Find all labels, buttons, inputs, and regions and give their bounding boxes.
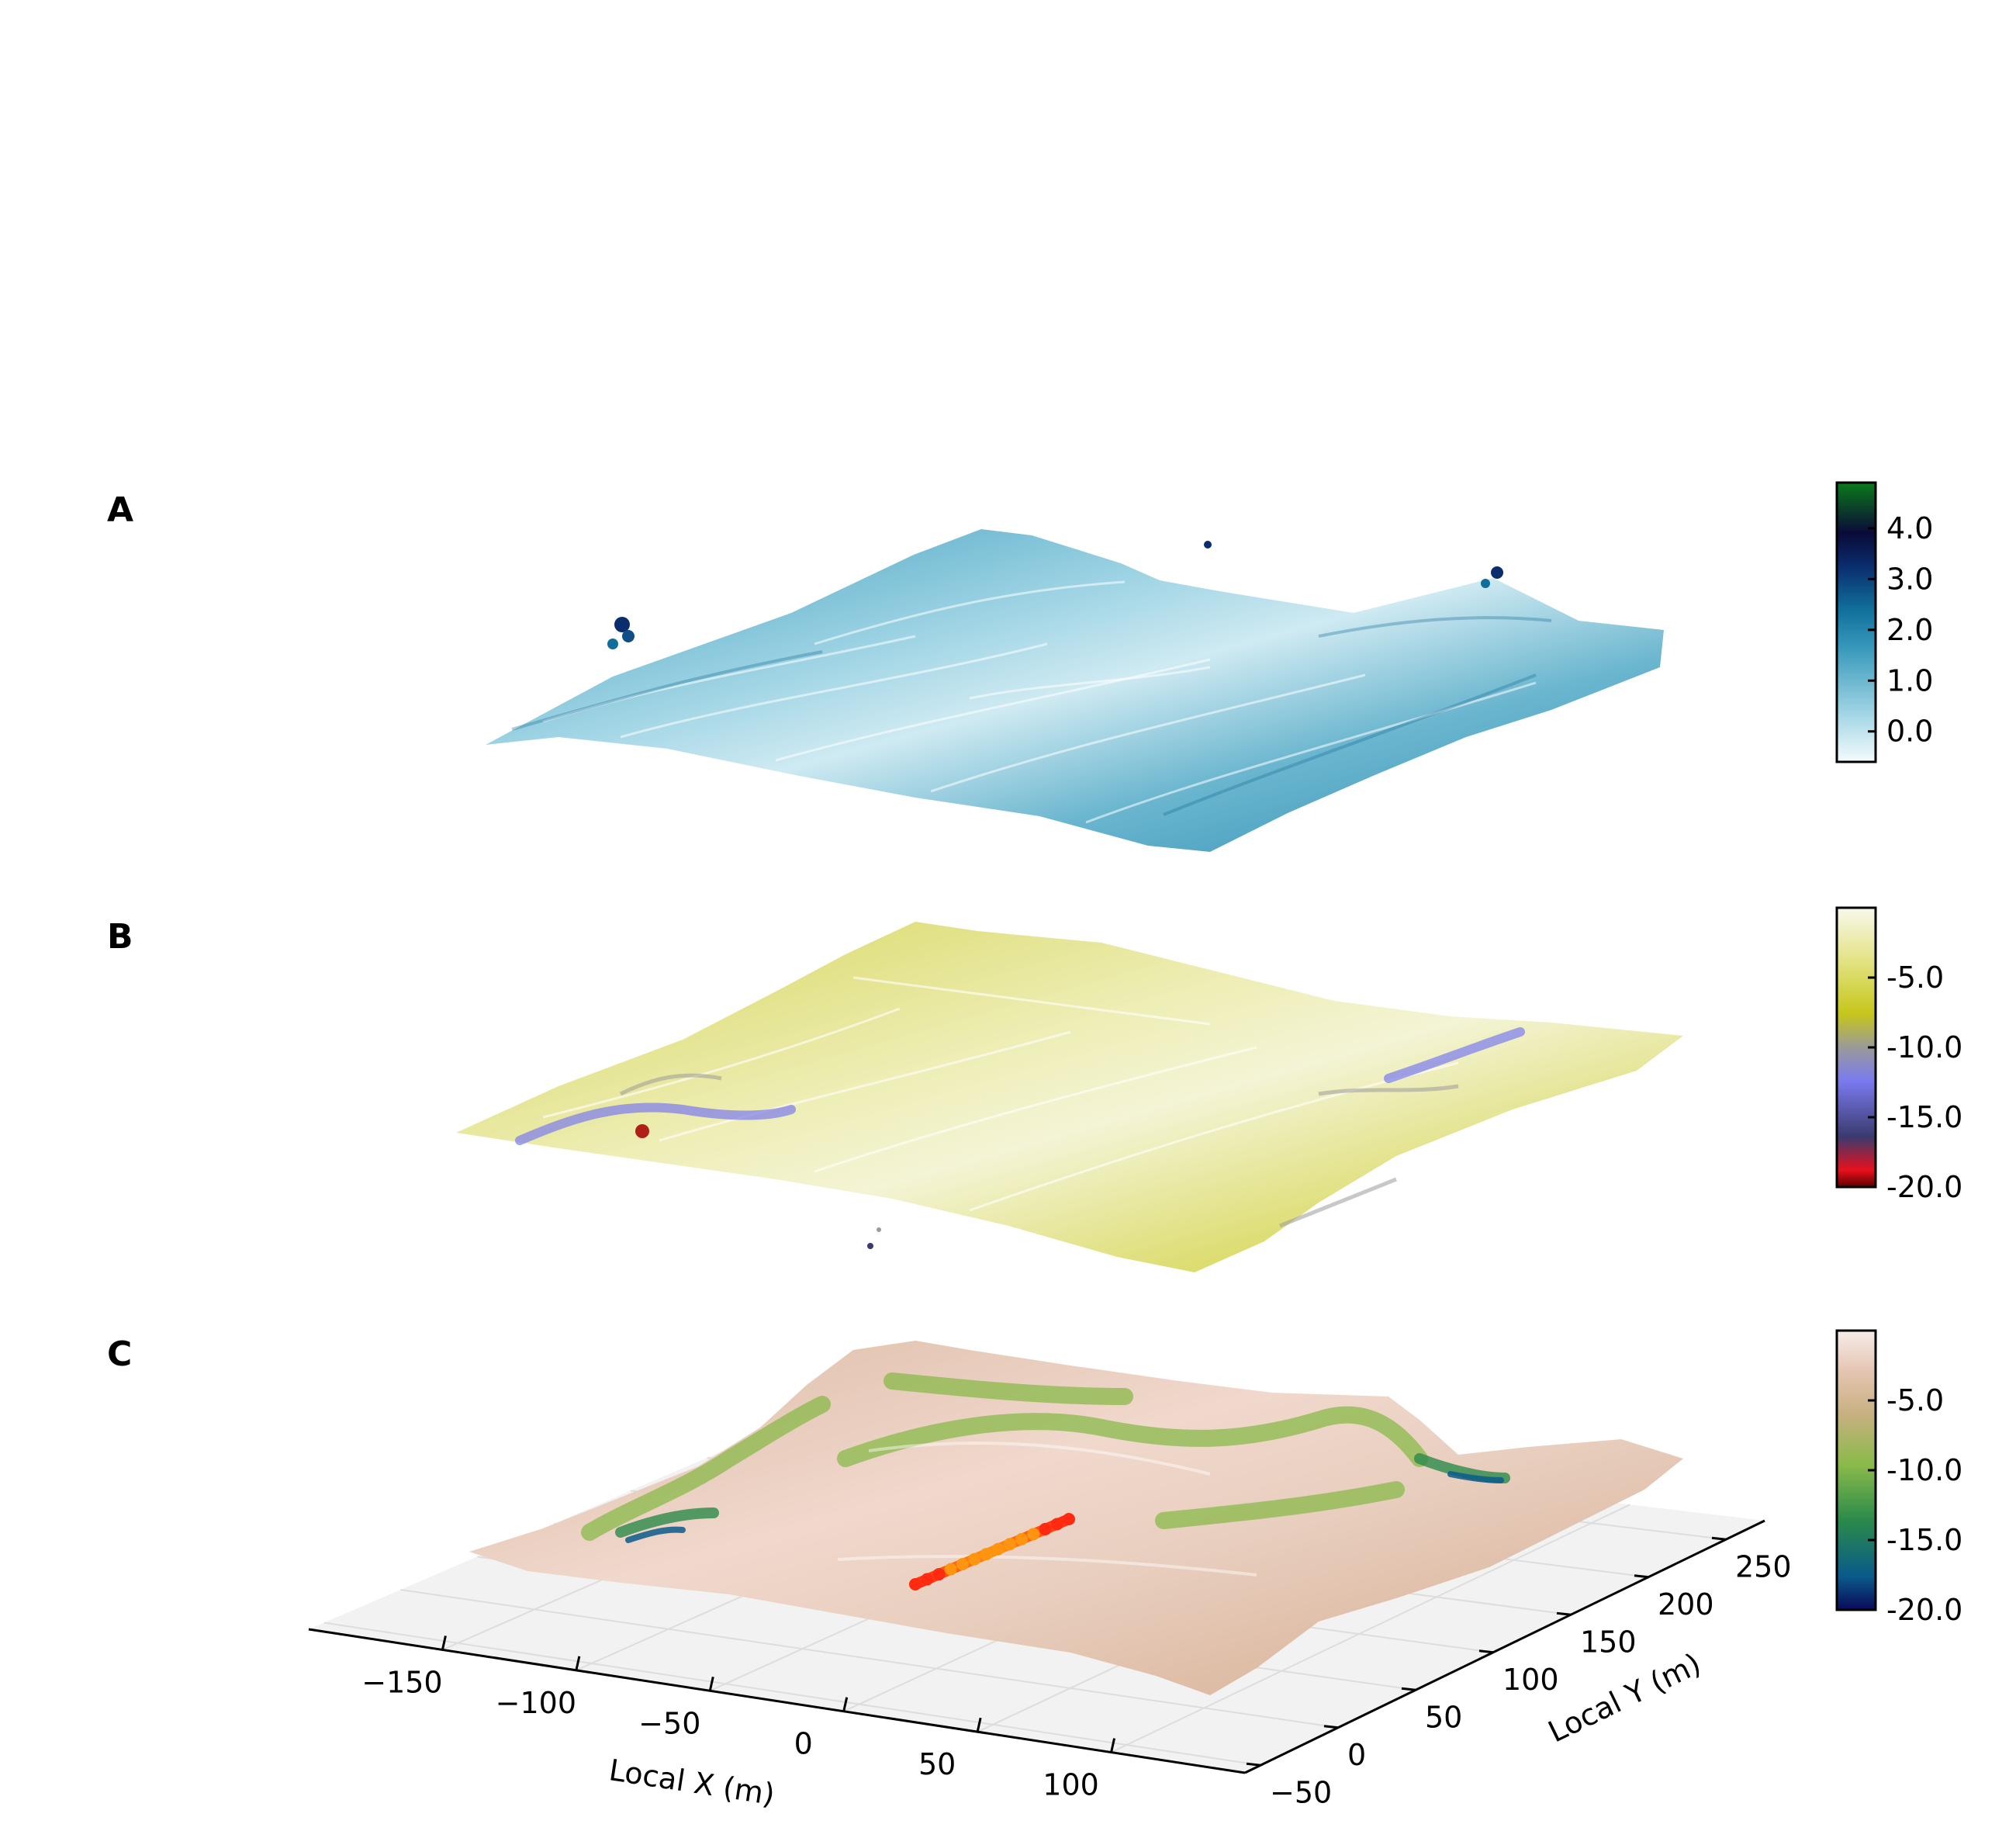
y-tick	[1556, 1611, 1572, 1616]
x-tick-label: 50	[918, 1747, 956, 1781]
colorbar-a-tick-label: 0.0	[1886, 715, 1933, 749]
y-tick-label: 50	[1425, 1700, 1462, 1734]
track-point	[1027, 1528, 1040, 1541]
track-point	[1063, 1513, 1075, 1525]
colorbar-a-tick-label: 3.0	[1886, 562, 1933, 596]
colorbar-a-tick-label: 4.0	[1886, 511, 1933, 545]
surface-b	[456, 922, 1683, 1272]
y-tick-label: 200	[1658, 1587, 1714, 1622]
peak-marker	[614, 617, 630, 632]
x-tick	[441, 1635, 447, 1650]
floor-grid-line	[400, 1588, 1339, 1729]
panel-letter-c: C	[107, 1334, 132, 1374]
colorbar-c: -5.0 -10.0 -15.0 -20.0	[1835, 1329, 1962, 1627]
x-axis-line	[308, 1628, 1246, 1774]
axes-c	[308, 1519, 1765, 1774]
panel-b: B -5.0-	[107, 906, 1962, 1272]
surface-b-channels	[515, 1027, 1525, 1145]
peak-marker	[1481, 579, 1490, 588]
y-tick-label: 0	[1347, 1738, 1366, 1772]
y-axis-line	[1244, 1519, 1765, 1774]
track-point	[921, 1573, 934, 1586]
track-point	[909, 1578, 922, 1590]
panel-b-surface	[456, 922, 1683, 1272]
y-tick-label: −50	[1270, 1775, 1332, 1809]
x-tick-label: 0	[794, 1727, 813, 1761]
colorbar-c-tick-label: -15.0	[1886, 1523, 1962, 1557]
colorbar-a-tick-label: 1.0	[1886, 663, 1933, 697]
colorbar-b-tick-label: -10.0	[1886, 1030, 1962, 1064]
x-tick	[976, 1717, 982, 1732]
y-tick-label: 100	[1502, 1663, 1559, 1697]
track-point	[1039, 1522, 1052, 1535]
colorbar-c-tick-label: -10.0	[1886, 1453, 1962, 1487]
panel-a: A	[107, 481, 1933, 852]
y-axis-label: Local Y (m)	[1543, 1646, 1706, 1749]
peak-marker	[1491, 566, 1503, 579]
x-tick-label: 100	[1043, 1768, 1099, 1802]
track-point	[1050, 1518, 1063, 1531]
track-point	[1003, 1538, 1016, 1551]
surface-a-peaks	[607, 541, 1503, 649]
x-tick-label: −150	[361, 1665, 442, 1699]
colorbar-b: -5.0 -10.0 -15.0 -20.0	[1835, 906, 1962, 1204]
y-tick	[1634, 1574, 1649, 1579]
surface-a-shading	[511, 616, 1552, 816]
y-tick	[1478, 1649, 1494, 1654]
surface-c-highlights	[837, 1442, 1257, 1577]
y-tick	[1711, 1536, 1727, 1541]
colorbar-b-tick-label: -20.0	[1886, 1170, 1962, 1204]
colorbar-a-tick-label: 2.0	[1886, 613, 1933, 647]
x-tick	[842, 1697, 849, 1712]
surface-c-slopes	[581, 1372, 1428, 1541]
track-point	[1015, 1532, 1029, 1545]
deep-point-marker	[635, 1124, 649, 1138]
peak-marker	[607, 639, 618, 649]
panel-letter-a: A	[107, 490, 133, 530]
surface-a-ridges	[542, 580, 1537, 824]
floor-grid-line	[323, 1622, 1261, 1767]
x-axis-label: Local X (m)	[607, 1753, 777, 1812]
colorbar-c-tick-label: -5.0	[1886, 1383, 1944, 1417]
panel-letter-b: B	[107, 917, 133, 957]
panel-c: C	[107, 1329, 1962, 1812]
colorbar-a-bar	[1835, 481, 1877, 763]
colorbar-b-tick-label: -15.0	[1886, 1100, 1962, 1134]
x-axis-ticks: −150 −100 −50 0 50 100	[361, 1635, 1116, 1802]
track-point	[968, 1552, 981, 1566]
peak-marker	[622, 630, 635, 642]
panel-c-surface	[469, 1341, 1683, 1695]
surface-b-ridges	[542, 976, 1459, 1212]
panel-a-surface	[486, 529, 1664, 852]
outlier-marker	[877, 1227, 881, 1232]
y-tick-label: 150	[1580, 1625, 1637, 1659]
x-tick	[1110, 1738, 1116, 1753]
track-point	[944, 1563, 957, 1576]
x-tick-label: −100	[496, 1686, 576, 1720]
track-point	[980, 1548, 993, 1561]
peak-marker	[1204, 541, 1212, 549]
outlier-marker	[867, 1243, 873, 1249]
surface-c-deep	[625, 1471, 1504, 1543]
x-tick-label: −50	[638, 1706, 700, 1740]
track-point	[956, 1558, 969, 1571]
colorbar-c-tick-label: -20.0	[1886, 1593, 1962, 1627]
surface-b-slopes	[619, 1073, 1459, 1228]
x-tick	[708, 1676, 714, 1691]
floor-grid-line	[1111, 1504, 1630, 1753]
y-tick	[1246, 1762, 1261, 1767]
colorbar-b-tick-label: -5.0	[1886, 960, 1944, 995]
y-axis-ticks: −50 0 50 100 150 200 250	[1246, 1536, 1792, 1809]
x-tick	[575, 1656, 581, 1671]
track-point	[991, 1542, 1005, 1556]
y-tick	[1401, 1687, 1416, 1691]
y-tick-label: 250	[1735, 1549, 1792, 1584]
colorbar-a: 4.0 3.0 2.0 1.0 0.0	[1835, 481, 1933, 763]
track-point	[932, 1568, 946, 1581]
y-tick	[1323, 1725, 1339, 1729]
